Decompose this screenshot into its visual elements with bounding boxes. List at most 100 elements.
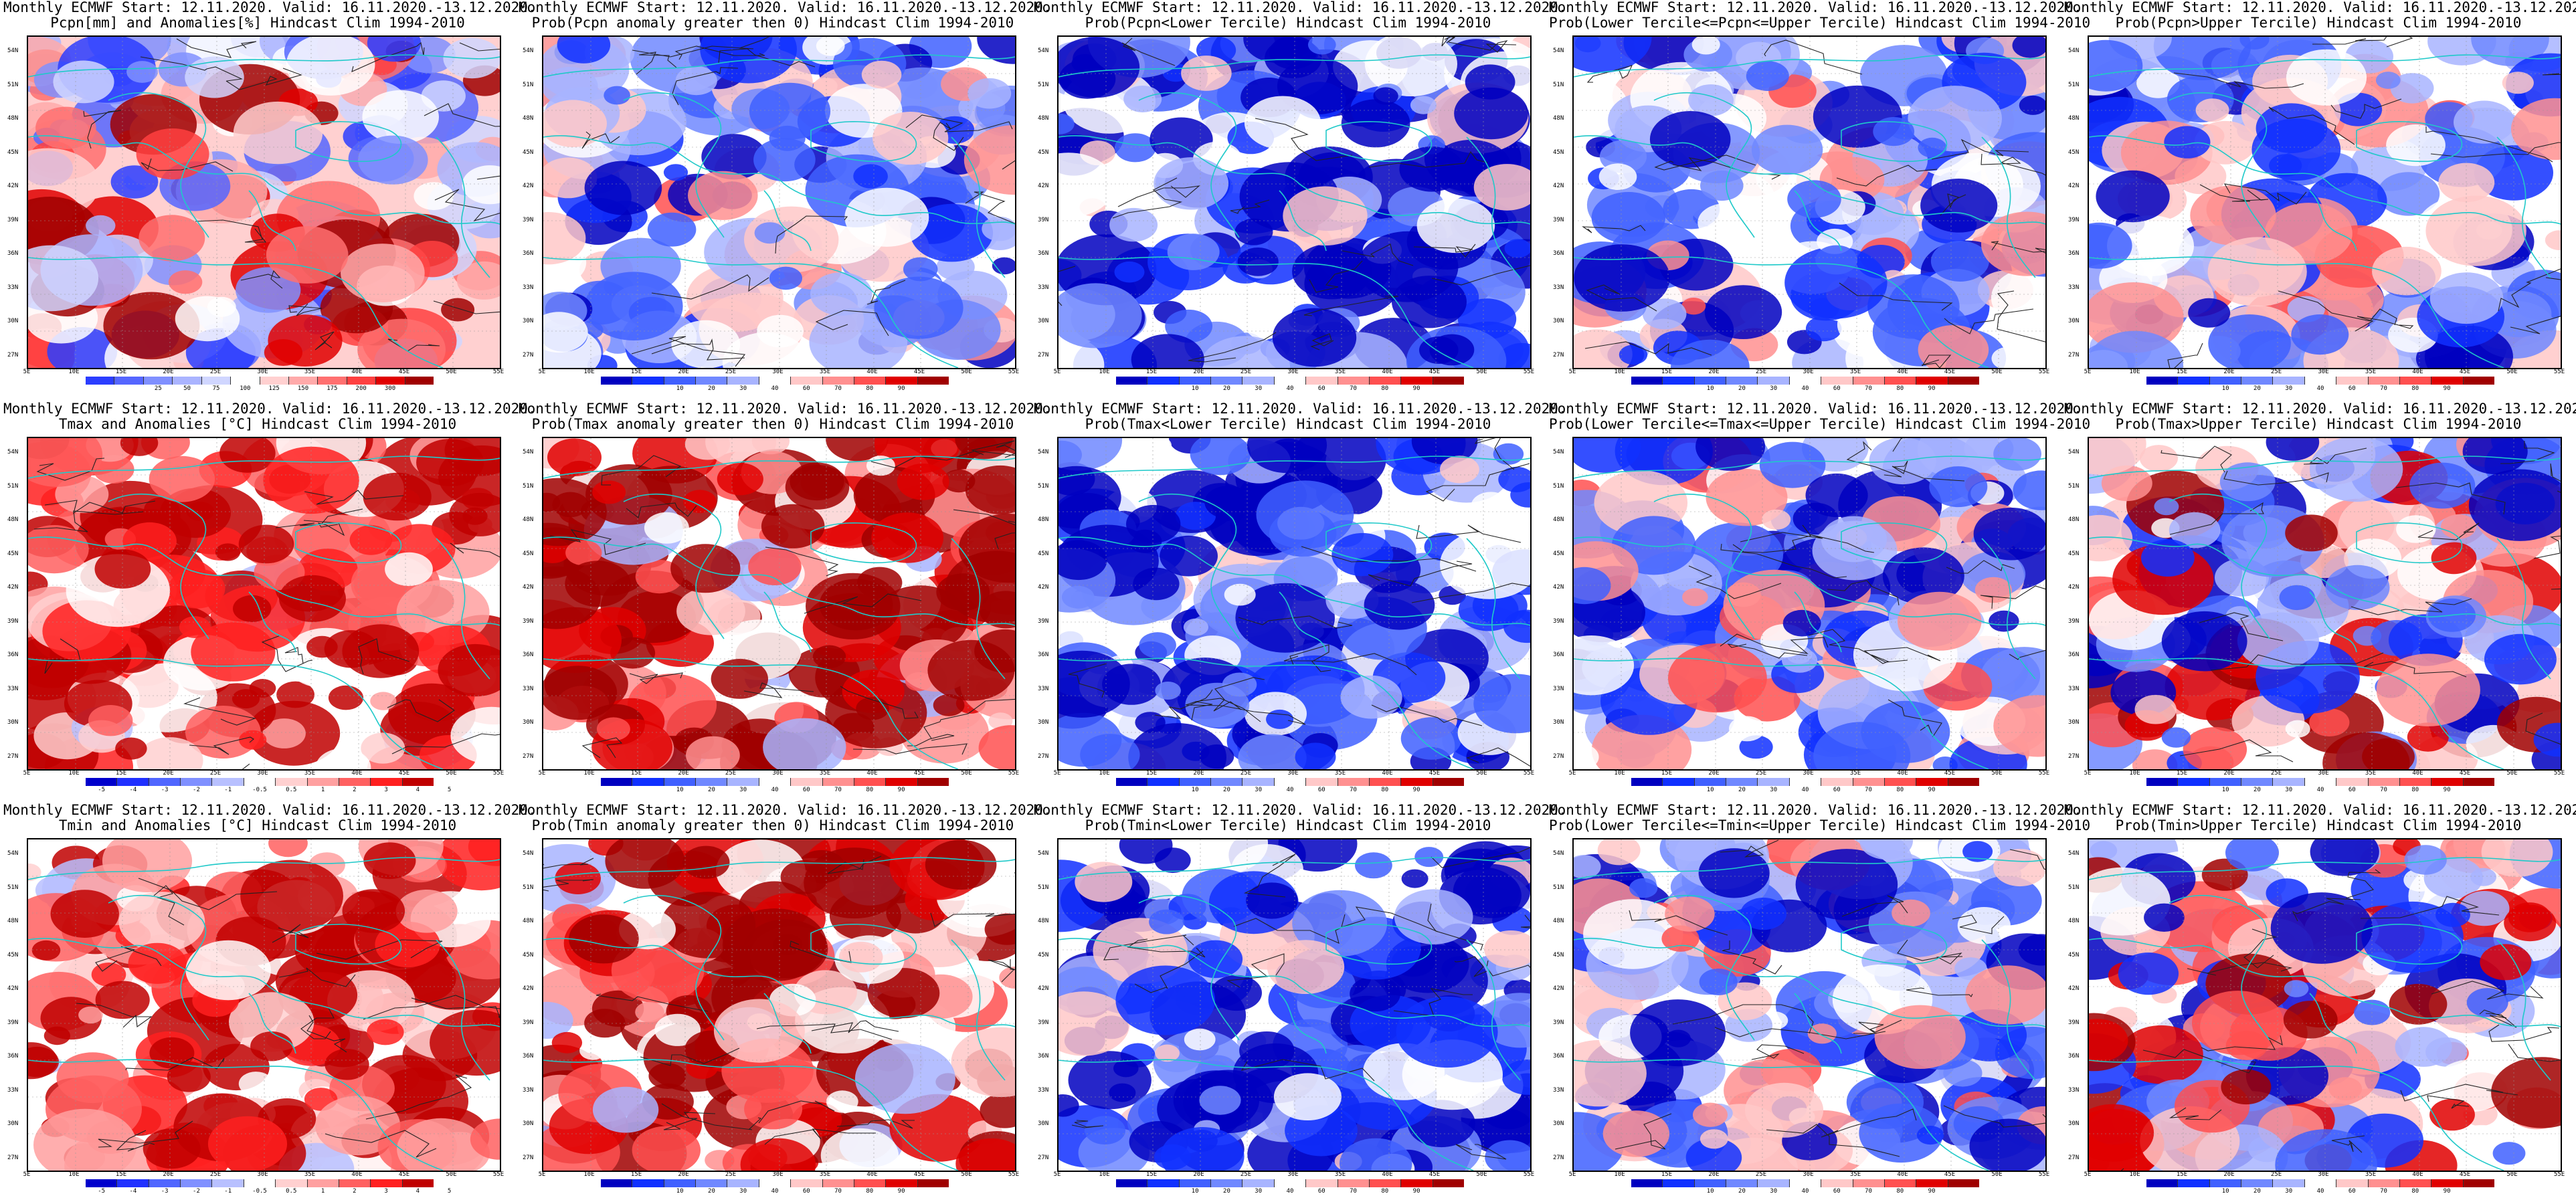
coastline <box>1574 1059 1989 1171</box>
field-patch <box>2194 120 2256 165</box>
panel-title: Monthly ECMWF Start: 12.11.2020. Valid: … <box>519 0 1052 31</box>
lat-label: 27N <box>7 753 19 760</box>
lat-label: 33N <box>7 284 19 291</box>
field-patch <box>2545 230 2561 250</box>
lon-label: 10E <box>1099 1171 1110 1178</box>
colorbar-swatch <box>1401 377 1433 385</box>
lon-label: 30E <box>1287 770 1299 777</box>
field-patch <box>1699 1129 1728 1149</box>
lon-label: 15E <box>1145 369 1158 375</box>
field-patch <box>395 890 458 933</box>
lat-label: 39N <box>1553 216 1564 223</box>
field-patch <box>367 1019 404 1045</box>
colorbar-tick-label: 80 <box>1896 1188 1904 1195</box>
lon-label: 15E <box>1661 369 1673 375</box>
colorbar-swatch <box>2431 778 2464 786</box>
field-patch <box>2207 237 2307 307</box>
field-patch <box>1685 1138 1742 1171</box>
coastline <box>543 938 1015 1027</box>
coastline <box>1653 894 1755 1041</box>
contour-line <box>2312 37 2387 45</box>
field-patch <box>1115 965 1216 1035</box>
coastline <box>28 54 500 78</box>
lon-label: 15E <box>1145 1171 1158 1178</box>
field-patch <box>2266 438 2320 461</box>
lon-label: 35E <box>819 770 831 777</box>
colorbar-tick-label: 90 <box>1928 385 1936 392</box>
colorbar-swatch <box>791 778 823 786</box>
lon-label: 30E <box>257 1171 268 1178</box>
map-plot-area <box>1057 437 1532 771</box>
field-patch <box>1787 180 1841 218</box>
contour-line <box>2427 1095 2470 1109</box>
field-patch <box>585 464 672 525</box>
field-patch <box>185 940 271 1001</box>
coastline <box>1059 857 1530 880</box>
lon-label: 25E <box>2270 770 2282 777</box>
colorbar-swatch <box>1853 778 1885 786</box>
colorbar-tick-label: -3 <box>161 1188 169 1195</box>
colorbar-swatch <box>1663 778 1695 786</box>
colorbar-tick-label: 60 <box>1833 1188 1841 1195</box>
coastline <box>1981 538 2036 680</box>
lat-label: 51N <box>523 884 534 891</box>
colorbar: 10 20 30 40 60 70 80 90 <box>1116 778 1464 793</box>
field-patch <box>1693 1102 1728 1127</box>
contour-line <box>1103 934 1194 961</box>
colorbar-swatch <box>2368 377 2400 385</box>
coastline <box>248 591 296 653</box>
contour-line <box>284 647 304 664</box>
contour-line <box>2510 316 2561 334</box>
field-patch <box>1059 113 1075 134</box>
contour-line <box>2303 447 2367 465</box>
field-patch <box>988 712 1013 730</box>
field-patch <box>385 552 433 587</box>
field-patch <box>413 182 454 211</box>
lon-label: 50E <box>1476 369 1487 375</box>
contour-line <box>905 114 1013 132</box>
panel-title: Monthly ECMWF Start: 12.11.2020. Valid: … <box>3 803 537 833</box>
contour-line <box>459 42 500 52</box>
lat-label: 54N <box>1553 449 1564 456</box>
field-patch <box>1908 86 2002 152</box>
panel-title: Monthly ECMWF Start: 12.11.2020. Valid: … <box>1549 0 2090 31</box>
field-patch <box>2012 37 2045 58</box>
lon-label: 10E <box>1099 369 1110 375</box>
field-patch <box>2480 944 2532 981</box>
contour-line <box>2167 342 2203 368</box>
colorbar: 10 20 30 40 60 70 80 90 <box>1631 377 1979 392</box>
contour-line <box>2533 535 2561 559</box>
colorbar-tick-label: 4 <box>416 787 420 793</box>
lat-label: 45N <box>1038 550 1049 557</box>
field-patch <box>2386 124 2446 167</box>
colorbar-tick-label: -4 <box>129 1188 137 1195</box>
field-patch <box>1989 610 2019 632</box>
contour-line <box>391 733 500 755</box>
lon-label: 20E <box>1193 770 1204 777</box>
contour-line <box>33 510 144 532</box>
colorbar-tick-label: 90 <box>2443 385 2451 392</box>
coastline <box>1059 658 1474 769</box>
contour-line <box>543 858 594 869</box>
field-patch <box>2322 732 2410 769</box>
field-patch <box>240 860 343 932</box>
lat-label: 48N <box>2068 516 2080 524</box>
field-patch <box>279 575 346 622</box>
contour-line <box>433 300 500 314</box>
lon-label: 50E <box>1991 770 2003 777</box>
field-patch <box>2136 68 2180 98</box>
contour-line <box>2199 612 2284 641</box>
field-patch <box>28 1042 58 1080</box>
contour-line <box>988 959 1015 983</box>
lat-label: 54N <box>2068 850 2080 857</box>
contour-line <box>300 1007 335 1039</box>
lat-label: 51N <box>523 482 534 490</box>
field-patch <box>2291 314 2349 355</box>
coastline <box>2089 135 2561 225</box>
field-patch <box>1867 274 1960 339</box>
field-patch <box>215 543 241 561</box>
field-patch <box>2144 903 2185 932</box>
field-patch <box>1973 507 2045 561</box>
coastline <box>543 1059 959 1171</box>
colorbar-swatch <box>2304 1179 2337 1187</box>
